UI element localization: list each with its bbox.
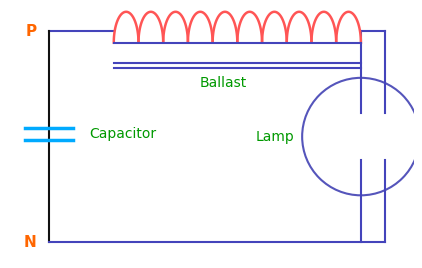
Text: Capacitor: Capacitor bbox=[89, 127, 157, 141]
Text: N: N bbox=[24, 234, 37, 250]
Text: Lamp: Lamp bbox=[255, 129, 294, 144]
Text: P: P bbox=[26, 24, 37, 39]
Text: Ballast: Ballast bbox=[200, 76, 247, 90]
